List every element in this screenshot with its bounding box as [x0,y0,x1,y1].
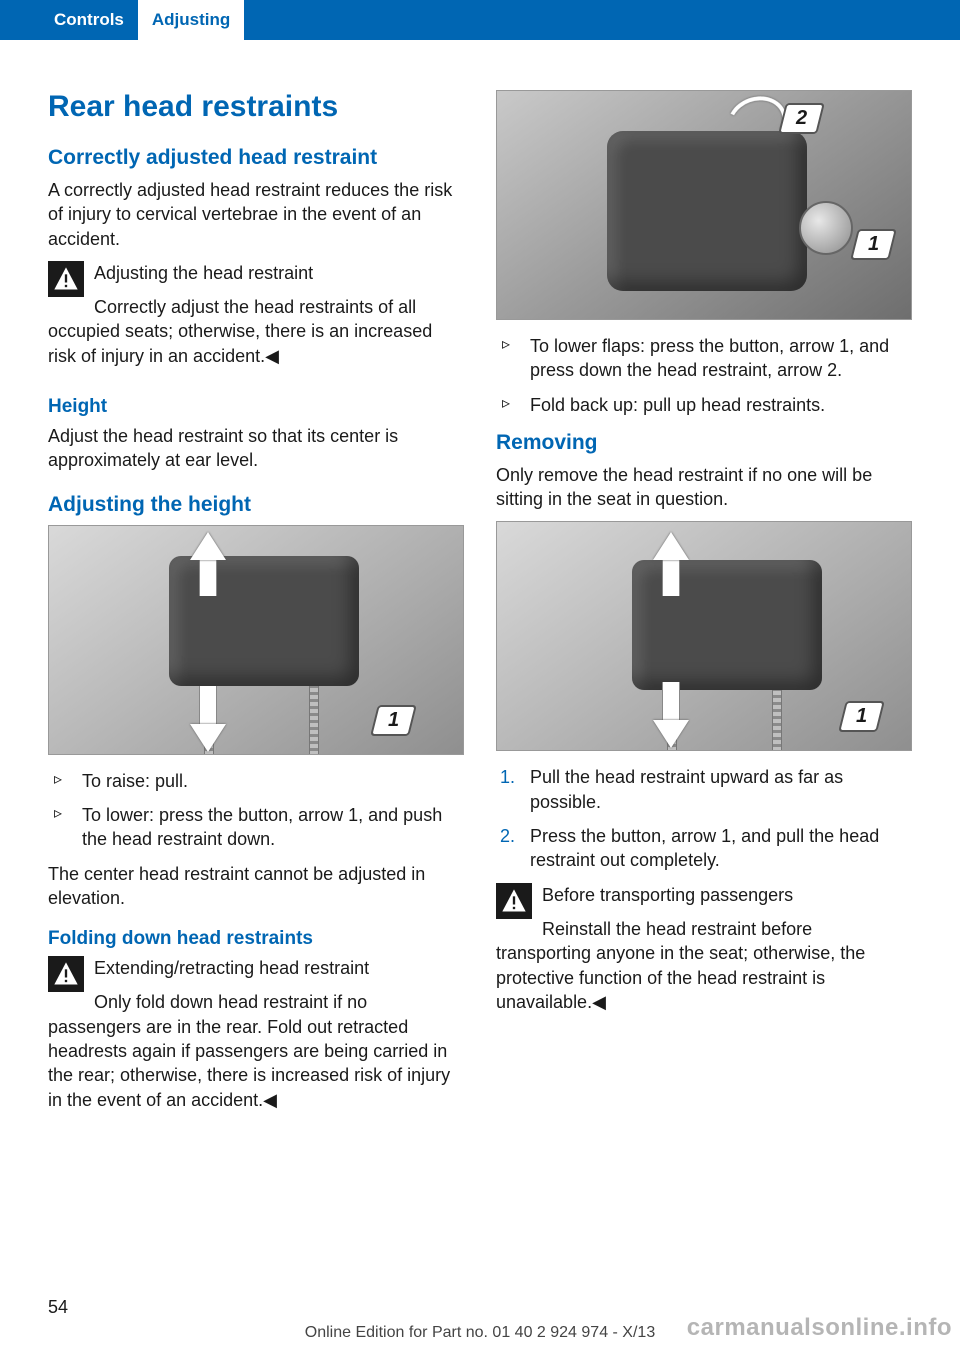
warning-icon [48,956,84,992]
figure-folding-flaps: 1 2 [496,90,912,320]
heading-folding-down: Folding down head restraints [48,928,464,950]
page-number: 54 [48,1297,68,1318]
heading-height: Height [48,396,464,418]
warning-folding: Extending/retracting head restraint Only… [48,956,464,1122]
breadcrumb-adjusting: Adjusting [138,0,244,40]
warning-body: Only fold down head restraint if no pass… [48,990,464,1111]
figure-callout-1: 1 [388,709,399,732]
paragraph: A correctly adjusted head restraint redu… [48,178,464,251]
bullet-list: To lower flaps: press the button, arrow … [496,334,912,417]
warning-transporting: Before transporting passengers Reinstall… [496,883,912,1024]
paragraph: Only remove the head restraint if no one… [496,463,912,512]
warning-title: Extending/retracting head restraint [48,956,464,980]
list-item-text: Pull the head restraint upward as far as… [530,767,843,811]
warning-icon [48,261,84,297]
list-item: To raise: pull. [48,769,464,793]
heading-correctly-adjusted: Correctly adjusted head restraint [48,146,464,170]
paragraph: Adjust the head restraint so that its ce… [48,424,464,473]
figure-callout-2: 2 [796,107,807,130]
list-item: Fold back up: pull up head restraints. [496,393,912,417]
figure-adjust-height: 1 [48,525,464,755]
right-column: 1 2 To lower flaps: press the button, ar… [496,90,912,1132]
figure-callout-1: 1 [856,705,867,728]
warning-icon [496,883,532,919]
breadcrumb-controls: Controls [40,0,138,40]
list-item: To lower flaps: press the button, arrow … [496,334,912,383]
figure-callout-1: 1 [868,233,879,256]
list-item: 1.Pull the head restraint upward as far … [496,765,912,814]
list-item: To lower: press the button, arrow 1, and… [48,803,464,852]
warning-body: Reinstall the head restraint before tran… [496,917,912,1014]
bullet-list: To raise: pull. To lower: press the butt… [48,769,464,852]
page-content: Rear head restraints Correctly adjusted … [0,40,960,1132]
watermark: carmanualsonline.info [687,1314,952,1342]
header-bar: Controls Adjusting [0,0,960,40]
page-title: Rear head restraints [48,90,464,124]
numbered-list: 1.Pull the head restraint upward as far … [496,765,912,872]
warning-title: Adjusting the head restraint [48,261,464,285]
list-item: 2.Press the button, arrow 1, and pull th… [496,824,912,873]
heading-adjusting-height: Adjusting the height [48,493,464,517]
paragraph: The center head restraint cannot be adju… [48,862,464,911]
list-item-text: Press the button, arrow 1, and pull the … [530,826,879,870]
warning-body: Correctly adjust the head restraints of … [48,295,464,368]
heading-removing: Removing [496,431,912,455]
warning-title: Before transporting passengers [496,883,912,907]
warning-adjusting: Adjusting the head restraint Correctly a… [48,261,464,378]
left-column: Rear head restraints Correctly adjusted … [48,90,464,1132]
figure-removing: 1 [496,521,912,751]
